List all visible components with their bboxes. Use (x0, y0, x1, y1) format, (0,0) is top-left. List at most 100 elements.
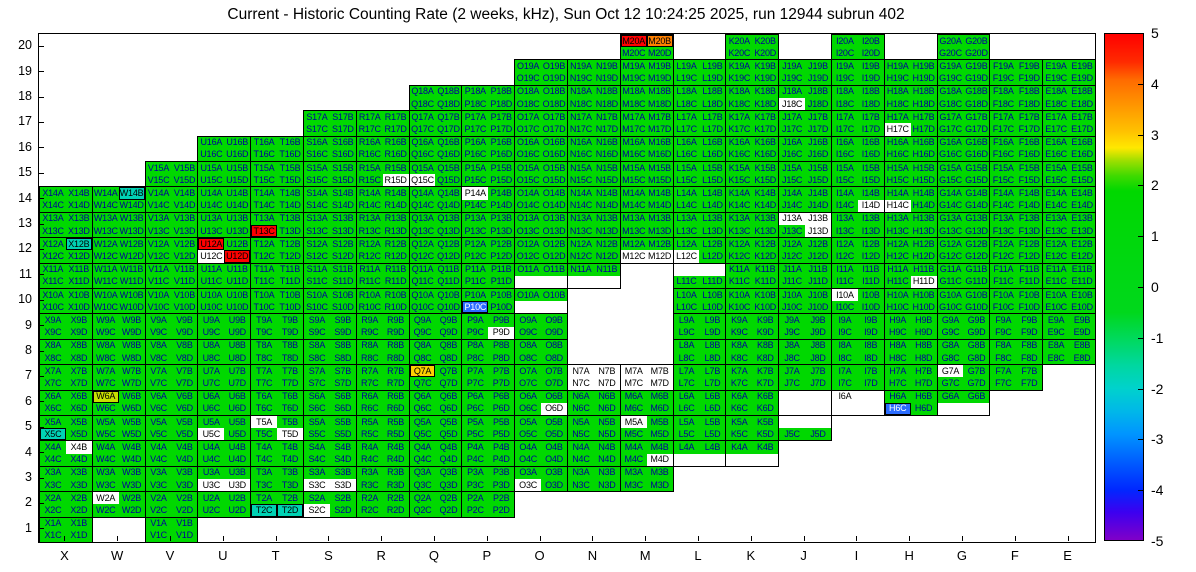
quad-I20B: I20B (857, 35, 884, 48)
quad-M4D: M4D (646, 453, 673, 466)
cell-U5: U5A U5B U5C U5D (197, 415, 252, 442)
quad-P3C: P3C (462, 478, 489, 492)
quad-S3B: S3B (329, 466, 356, 479)
quad-V12C: V12C (145, 250, 172, 263)
cell-R5: R5A R5B R5C R5D (355, 415, 410, 442)
cell-N12: N12A N12B N12C N12D (567, 237, 621, 264)
quad-G7B: G7B (963, 365, 990, 378)
cell-E18: E18A E18B E18C E18D (1042, 84, 1095, 112)
quad-Q18C: Q18C (409, 97, 436, 111)
quad-P3D: P3D (488, 478, 515, 492)
quad-N19B: N19B (593, 60, 620, 73)
quad-I14C: I14C (832, 199, 858, 212)
cell-U3: U3A U3B U3C U3D (197, 465, 252, 493)
y-tick-16 (39, 147, 44, 149)
cell-U8: U8A U8B U8C U8D (197, 338, 252, 366)
quad-X6B: X6B (65, 390, 92, 403)
quad-O10B: O10B (541, 289, 567, 302)
quad-M13C: M13C (620, 224, 647, 238)
quad-E14C: E14C (1043, 199, 1070, 212)
quad-K8D: K8D (752, 351, 779, 365)
quad-W4D: W4D (118, 453, 145, 466)
quad-P4D: P4D (488, 453, 515, 466)
quad-J7B: J7B (805, 365, 831, 378)
cell-U14: U14A U14B U14C U14D (197, 186, 252, 213)
quad-L7A: L7A (673, 365, 700, 378)
quad-O17C: O17C (515, 123, 542, 136)
quad-Q17A: Q17A (409, 111, 436, 124)
quad-H10C: H10C (884, 301, 911, 314)
cell-O10: O10A O10B (514, 288, 568, 315)
quad-T10B: T10B (277, 289, 303, 302)
quad-X9C: X9C (40, 326, 66, 339)
quad-L15A: L15A (673, 162, 700, 175)
quad-F17C: F17C (990, 123, 1017, 136)
quad-L9C: L9C (673, 326, 700, 339)
quad-Q2D: Q2D (435, 504, 462, 517)
quad-K14B: K14B (752, 187, 779, 200)
colorbar-label-5: 5 (1151, 25, 1159, 41)
quad-J16D: J16D (805, 148, 831, 161)
quad-K20A: K20A (726, 35, 753, 48)
quad-H19D: H19D (910, 72, 937, 85)
quad-J14B: J14B (805, 187, 831, 200)
quad-G18A: G18A (937, 85, 964, 98)
quad-E17A: E17A (1043, 111, 1070, 124)
quad-Q14C: Q14C (409, 199, 436, 212)
quad-O10C (515, 301, 542, 314)
quad-V15A: V15A (145, 162, 172, 175)
quad-Q11B: Q11B (435, 263, 462, 276)
quad-W5A: W5A (92, 416, 119, 429)
quad-K17D: K17D (752, 123, 779, 136)
quad-M7D: M7D (646, 377, 673, 390)
quad-T9C: T9C (251, 326, 278, 339)
quad-S17B: S17B (329, 111, 356, 124)
quad-J17B: J17B (805, 111, 831, 124)
quad-U16D: U16D (224, 148, 251, 161)
y-tick-9 (39, 325, 44, 327)
quad-T12B: T12B (277, 238, 303, 251)
quad-M16A: M16A (620, 136, 647, 149)
quad-R14B: R14B (382, 187, 409, 200)
cell-J16: J16A J16B J16C J16D (778, 135, 832, 162)
quad-J11D: J11D (805, 275, 831, 288)
cell-P6: P6A P6B P6C P6D (461, 389, 516, 416)
y-tick-label-7: 7 (25, 368, 32, 383)
quad-V12A: V12A (145, 238, 172, 251)
quad-N14D: N14D (593, 199, 620, 212)
quad-V4D: V4D (171, 453, 198, 466)
quad-P9C: P9C (462, 326, 489, 339)
cell-W2: W2A W2B W2C W2D (91, 491, 146, 518)
cell-G12: G12A G12B G12C G12D (936, 237, 991, 264)
quad-R3D: R3D (382, 478, 409, 492)
quad-J11B: J11B (805, 263, 831, 276)
quad-O4D: O4D (541, 453, 567, 466)
quad-T5C: T5C (251, 428, 278, 441)
quad-W5D: W5D (118, 428, 145, 441)
quad-P5A: P5A (462, 416, 489, 429)
quad-Q12A: Q12A (409, 238, 436, 251)
quad-H16D: H16D (910, 148, 937, 161)
quad-Q2A: Q2A (409, 492, 436, 505)
quad-G15C: G15C (937, 174, 964, 187)
quad-P5B: P5B (488, 416, 515, 429)
quad-E19A: E19A (1043, 60, 1070, 73)
cell-L5: L5A L5B L5C L5D (672, 415, 727, 442)
quad-I16C: I16C (832, 148, 858, 161)
quad-U10D: U10D (224, 301, 251, 314)
x-tick-Q (434, 536, 435, 541)
cell-P17: P17A P17B P17C P17D (461, 110, 516, 137)
quad-T16B: T16B (277, 136, 303, 149)
quad-U15B: U15B (224, 162, 251, 175)
quad-I16B: I16B (857, 136, 884, 149)
quad-T7A: T7A (251, 365, 278, 378)
quad-S16D: S16D (329, 148, 356, 161)
colorbar-label-0: 0 (1151, 279, 1159, 295)
quad-Q15C: Q15C (409, 174, 436, 187)
quad-P11A: P11A (462, 263, 489, 276)
quad-W4C: W4C (92, 453, 119, 466)
quad-F11B: F11B (1016, 263, 1043, 276)
cell-V14: V14A V14B V14C V14D (144, 186, 199, 213)
cell-M19: M19A M19B M19C M19D (619, 59, 674, 86)
colorbar-tick--1 (1138, 337, 1144, 339)
